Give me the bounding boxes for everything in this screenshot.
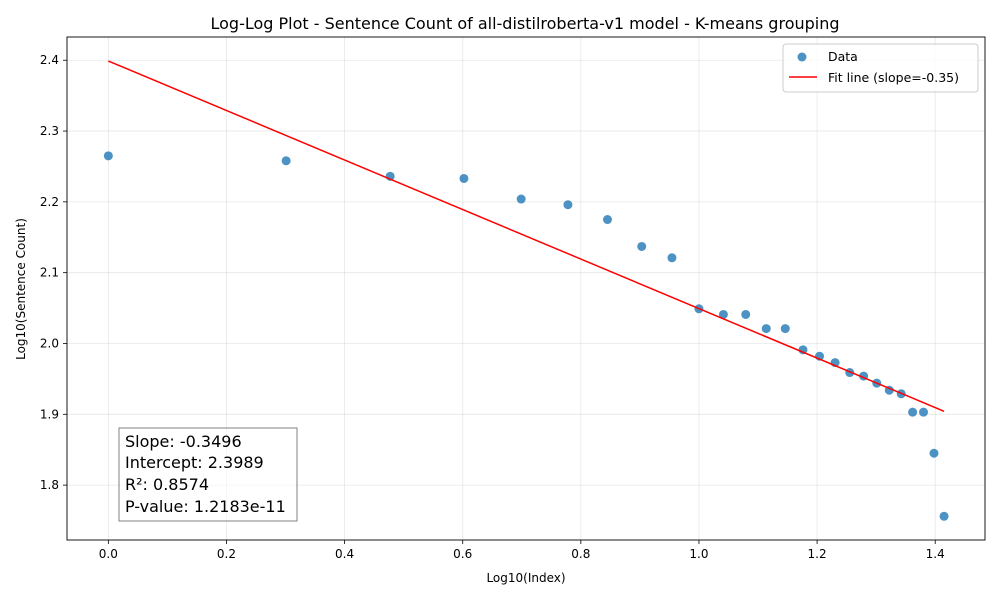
axis-ticks: 0.0 0.2 0.4 0.6 0.8 1.0 1.2 1.4 1.8 1.9 2.0 2.1 2.2 2… bbox=[40, 53, 945, 561]
data-point bbox=[516, 194, 526, 204]
y-axis-label: Log10(Sentence Count) bbox=[14, 218, 28, 360]
legend-label-data: Data bbox=[828, 49, 858, 64]
x-tick-label: 1.4 bbox=[926, 547, 945, 561]
data-point bbox=[637, 241, 647, 251]
stats-p-value: P-value: 1.2183e-11 bbox=[125, 497, 286, 516]
y-tick-label: 2.0 bbox=[40, 336, 59, 350]
stats-intercept: Intercept: 2.3989 bbox=[125, 453, 264, 472]
data-point bbox=[919, 407, 929, 417]
data-point bbox=[563, 200, 573, 210]
x-tick-label: 0.4 bbox=[335, 547, 354, 561]
legend-marker-data bbox=[797, 52, 807, 62]
data-point bbox=[602, 215, 612, 225]
data-point bbox=[780, 324, 790, 334]
y-tick-label: 1.8 bbox=[40, 478, 59, 492]
chart-title: Log-Log Plot - Sentence Count of all-dis… bbox=[210, 14, 839, 33]
plot-frame bbox=[66, 36, 986, 541]
x-tick-label: 1.0 bbox=[689, 547, 708, 561]
x-tick-label: 1.2 bbox=[808, 547, 827, 561]
stats-r-squared: R²: 0.8574 bbox=[125, 475, 209, 494]
y-tick-label: 2.4 bbox=[40, 53, 59, 67]
data-point bbox=[908, 407, 918, 417]
data-point bbox=[103, 151, 113, 161]
y-tick-label: 2.1 bbox=[40, 266, 59, 280]
stats-box bbox=[118, 427, 298, 522]
x-tick-label: 0.2 bbox=[217, 547, 236, 561]
data-point bbox=[281, 156, 291, 166]
y-tick-label: 2.2 bbox=[40, 195, 59, 209]
data-point bbox=[667, 253, 677, 263]
legend: Data Fit line (slope=-0.35) bbox=[782, 43, 979, 93]
x-tick-label: 0.6 bbox=[453, 547, 472, 561]
x-axis-label: Log10(Index) bbox=[486, 571, 565, 585]
stats-annotation: Slope: -0.3496 Intercept: 2.3989 R²: 0.8… bbox=[118, 427, 298, 522]
data-point bbox=[798, 345, 808, 355]
legend-box bbox=[782, 43, 979, 93]
x-tick-label: 0.0 bbox=[99, 547, 118, 561]
data-point bbox=[761, 324, 771, 334]
data-point bbox=[741, 309, 751, 319]
data-point bbox=[718, 309, 728, 319]
plot-marks bbox=[103, 60, 949, 521]
legend-label-fit-line: Fit line (slope=-0.35) bbox=[828, 70, 959, 85]
y-tick-label: 2.3 bbox=[40, 124, 59, 138]
data-point bbox=[459, 173, 469, 183]
fit-line bbox=[108, 60, 945, 413]
data-point bbox=[929, 448, 939, 458]
x-tick-label: 0.8 bbox=[571, 547, 590, 561]
data-point bbox=[939, 511, 949, 521]
y-tick-label: 1.9 bbox=[40, 407, 59, 421]
stats-slope: Slope: -0.3496 bbox=[125, 432, 242, 451]
